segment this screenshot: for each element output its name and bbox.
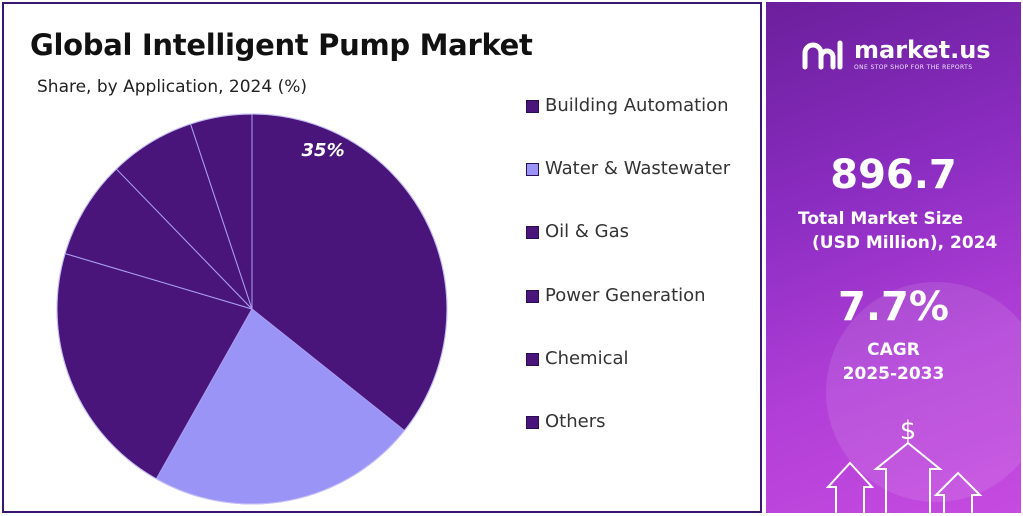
cagr-value: 7.7% (838, 284, 949, 330)
chart-title: Global Intelligent Pump Market (30, 28, 533, 62)
legend-label: Oil & Gas (545, 221, 630, 242)
legend-label: Chemical (545, 348, 629, 369)
cagr-period-label: 2025-2033 (842, 364, 945, 384)
growth-decoration: $ (826, 416, 983, 513)
market-size-label: Total Market Size (798, 209, 964, 229)
brand-logo: market.us ONE STOP SHOP FOR THE REPORTS (802, 38, 991, 71)
legend-label: Water & Wastewater (545, 158, 731, 179)
dollar-icon: $ (900, 416, 917, 446)
legend-item: Others (526, 408, 735, 436)
legend-label: Building Automation (545, 95, 729, 116)
chart-panel: Global Intelligent Pump Market Share, by… (2, 2, 762, 513)
stats-panel: market.us ONE STOP SHOP FOR THE REPORTS … (766, 2, 1021, 513)
market-size-unit-label: (USD Million), 2024 (812, 233, 998, 253)
brand-name: market.us (854, 36, 991, 64)
arrow-up-icon (826, 441, 983, 513)
pie-outline (56, 113, 448, 505)
legend-item: Chemical (526, 345, 735, 373)
legend-item: Building Automation (526, 92, 735, 120)
svg-text:$: $ (900, 416, 917, 446)
market-us-logo-icon (802, 40, 843, 69)
pie-chart: 35% (56, 113, 448, 505)
panel-glow (826, 282, 1021, 502)
legend-swatch (526, 353, 539, 366)
legend-swatch (526, 416, 539, 429)
legend-swatch (526, 226, 539, 239)
cagr-label: CAGR (867, 340, 920, 360)
chart-subtitle: Share, by Application, 2024 (%) (37, 77, 307, 97)
legend-label: Others (545, 411, 606, 432)
pie-data-label: 35% (302, 140, 345, 161)
brand-tagline: ONE STOP SHOP FOR THE REPORTS (854, 64, 973, 71)
legend-item: Oil & Gas (526, 218, 735, 246)
legend-swatch (526, 100, 539, 113)
legend-swatch (526, 163, 539, 176)
legend-item: Power Generation (526, 282, 735, 310)
legend-swatch (526, 290, 539, 303)
legend-item: Water & Wastewater (526, 155, 735, 183)
legend-label: Power Generation (545, 285, 706, 306)
market-size-value: 896.7 (830, 152, 957, 198)
